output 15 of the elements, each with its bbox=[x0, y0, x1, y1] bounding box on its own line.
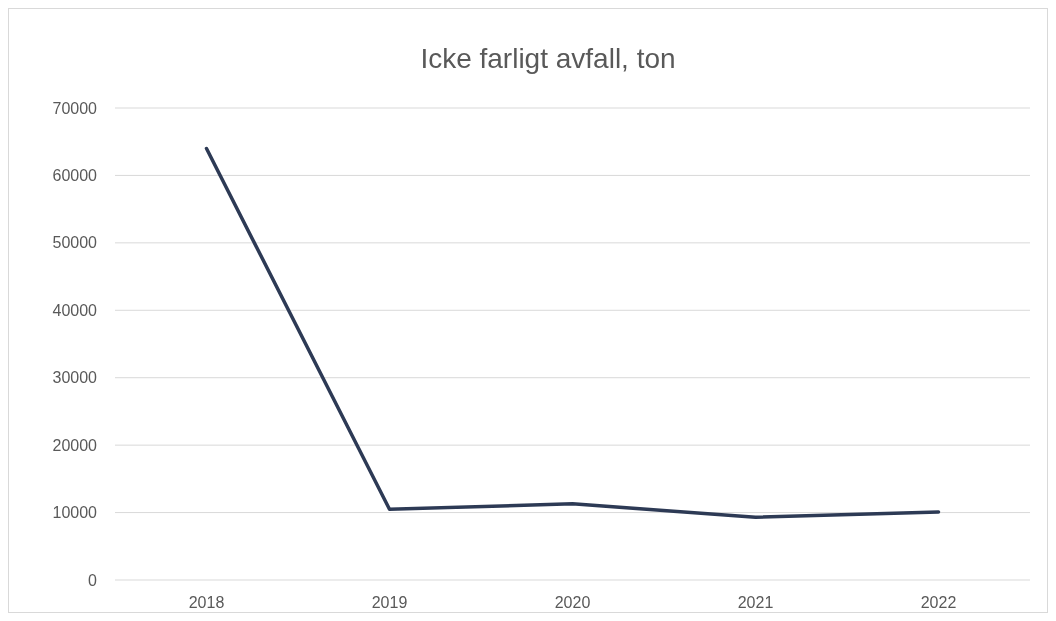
x-tick-label: 2019 bbox=[371, 594, 408, 611]
line-series bbox=[204, 146, 941, 520]
y-tick-label: 0 bbox=[88, 571, 98, 589]
x-tick-label: 2021 bbox=[737, 594, 774, 611]
y-tick-label: 40000 bbox=[52, 301, 98, 319]
x-tick-label: 2018 bbox=[188, 594, 225, 611]
x-tick-label: 2022 bbox=[920, 594, 957, 611]
x-tick-label: 2020 bbox=[554, 594, 591, 611]
y-tick-label: 70000 bbox=[52, 99, 98, 117]
y-tick-label: 60000 bbox=[52, 167, 98, 185]
y-tick-label: 20000 bbox=[52, 436, 98, 454]
y-tick-label: 50000 bbox=[52, 234, 98, 252]
chart-title: Icke farligt avfall, ton bbox=[420, 43, 676, 74]
y-tick-label: 10000 bbox=[52, 504, 98, 522]
y-tick-label: 30000 bbox=[52, 369, 98, 387]
